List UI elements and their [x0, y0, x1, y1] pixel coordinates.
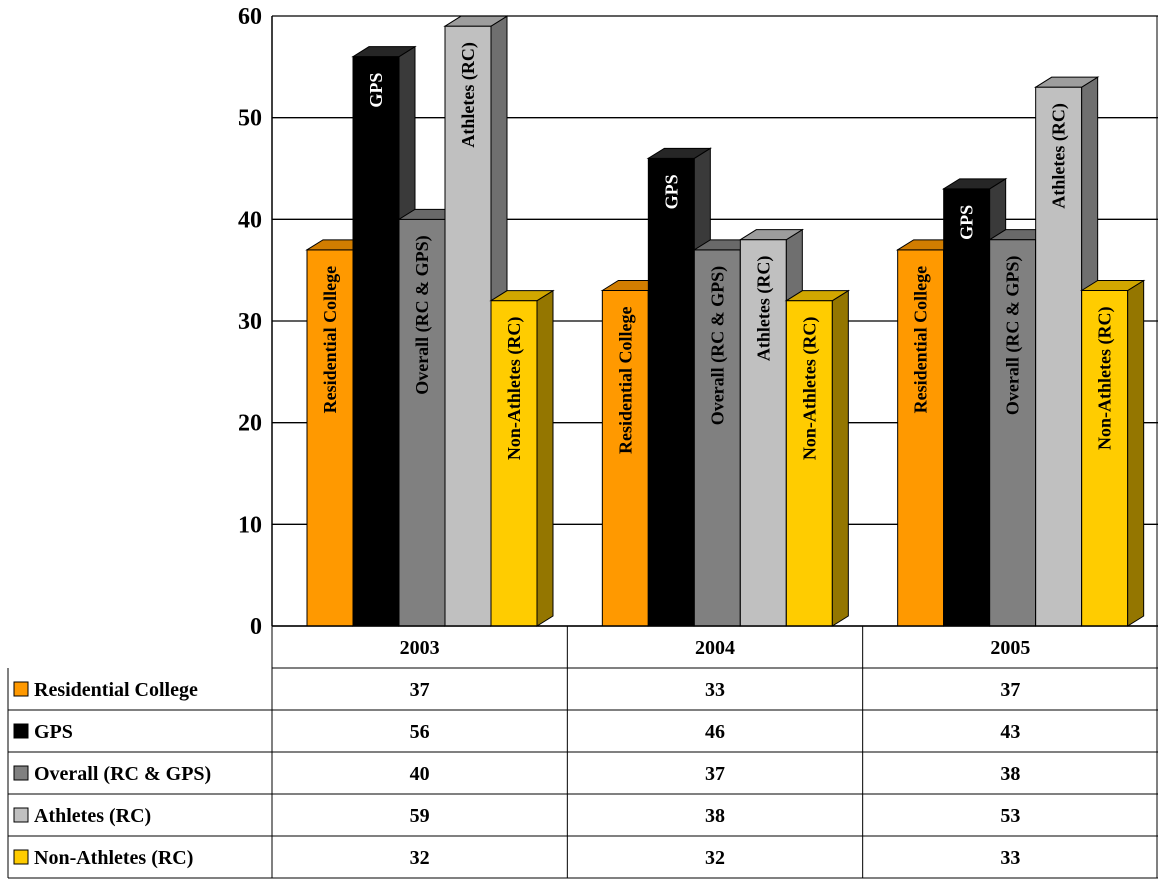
legend-key [13, 849, 29, 865]
bars: Residential College GPS Overall (RC & GPS)… [305, 15, 1146, 627]
bar-series-label: GPS [366, 73, 386, 108]
bar-series-label: Athletes (RC) [458, 42, 479, 147]
data-value: 33 [1000, 847, 1020, 869]
bar-side [536, 289, 554, 627]
bar-top [443, 15, 509, 27]
legend-key [13, 765, 29, 781]
bar-series-label: Non-Athletes (RC) [504, 317, 525, 460]
data-value: 53 [1000, 805, 1020, 827]
bar-side [831, 289, 849, 627]
x-category-label: 2004 [695, 637, 735, 659]
bar-series-label: Residential College [615, 306, 635, 453]
bar-front [693, 249, 741, 627]
series-name: GPS [34, 721, 73, 743]
bar-top [1033, 76, 1100, 88]
data-value: 32 [410, 847, 430, 869]
data-value: 32 [705, 847, 725, 869]
bar-series-label: Athletes (RC) [753, 256, 774, 361]
data-value: 33 [705, 679, 725, 701]
bar-series-label: Overall (RC & GPS) [1003, 256, 1024, 415]
bar: Non-Athletes (RC) [1079, 279, 1146, 627]
bar-top [738, 229, 805, 241]
data-value: 56 [410, 721, 430, 743]
bar-front [943, 188, 991, 627]
bar-front [785, 300, 833, 627]
y-tick-label: 0 [250, 614, 262, 640]
bar-series-label: Athletes (RC) [1049, 103, 1070, 208]
x-category-label: 2003 [400, 637, 440, 659]
y-tick-label: 20 [238, 411, 262, 437]
y-tick-label: 10 [238, 512, 262, 538]
bar-front [739, 239, 787, 627]
bar-top [489, 290, 555, 302]
bar: GPS [646, 147, 713, 627]
y-tick-label: 60 [238, 4, 262, 30]
data-value: 37 [705, 763, 725, 785]
bar-top [941, 178, 1008, 190]
bar-series-label: Overall (RC & GPS) [412, 235, 433, 394]
data-value: 46 [705, 721, 725, 743]
bar-top [784, 290, 851, 302]
bar-series-label: Overall (RC & GPS) [707, 266, 728, 425]
bar-top [351, 46, 417, 58]
y-axis-tick-labels: 0 10 20 30 40 50 60 [238, 4, 262, 640]
bar: Non-Athletes (RC) [489, 289, 555, 627]
bar-front [352, 56, 400, 627]
bar-series-label: Residential College [911, 266, 931, 413]
data-value: 40 [410, 763, 430, 785]
series-name: Non-Athletes (RC) [34, 847, 193, 869]
bar-series-label: GPS [661, 174, 681, 209]
y-tick-label: 50 [238, 106, 262, 132]
data-value: 59 [410, 805, 430, 827]
y-tick-label: 30 [238, 309, 262, 335]
bar-top [1079, 280, 1146, 291]
series-name: Athletes (RC) [34, 805, 151, 827]
bar-series-label: Residential College [320, 266, 340, 413]
data-value: 43 [1000, 721, 1020, 743]
bar-series-label: GPS [957, 205, 977, 240]
bar-front [647, 157, 695, 627]
series-name: Residential College [34, 679, 198, 701]
data-value: 38 [705, 805, 725, 827]
bar-front [897, 249, 945, 627]
legend-key [13, 723, 29, 739]
data-value: 38 [1000, 763, 1020, 785]
data-table: 2003 2004 2005 Residential College 37 33 37 GPS… [7, 626, 1158, 879]
bar-front [601, 290, 649, 627]
data-value: 37 [1000, 679, 1020, 701]
bar-side [1127, 279, 1145, 627]
x-category-label: 2005 [990, 637, 1030, 659]
y-tick-label: 40 [238, 207, 262, 233]
axes [271, 16, 1158, 627]
bar-series-label: Non-Athletes (RC) [1095, 307, 1116, 450]
bar: Non-Athletes (RC) [784, 289, 851, 627]
series-name: Overall (RC & GPS) [34, 763, 211, 785]
legend-key [13, 807, 29, 823]
data-value: 37 [410, 679, 430, 701]
bar-series-label: Non-Athletes (RC) [799, 317, 820, 460]
bar-top [646, 147, 713, 159]
legend-key [13, 681, 29, 697]
